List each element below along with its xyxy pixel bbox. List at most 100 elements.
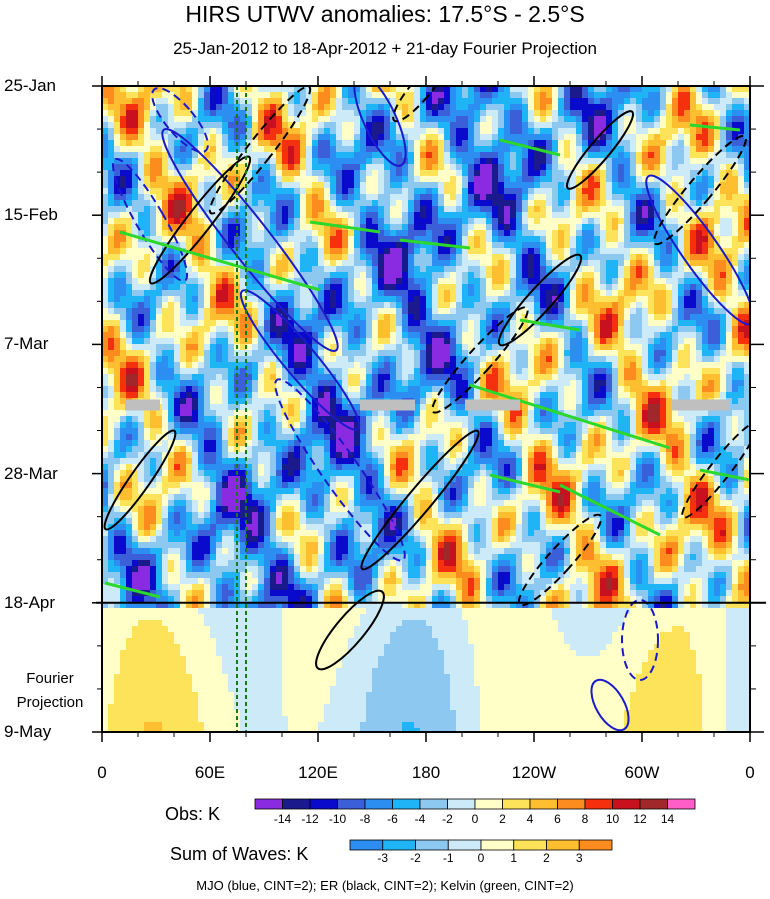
heatmap-cell xyxy=(282,236,289,243)
heatmap-cell xyxy=(120,344,127,351)
heatmap-cell xyxy=(114,140,121,147)
heatmap-cell xyxy=(390,290,397,297)
heatmap-cell xyxy=(510,146,517,153)
heatmap-cell xyxy=(516,266,523,273)
heatmap-cell xyxy=(342,308,349,315)
heatmap-cell xyxy=(222,98,229,105)
heatmap-cell xyxy=(384,314,391,321)
heatmap-cell xyxy=(348,290,355,297)
heatmap-cell xyxy=(408,230,415,237)
heatmap-cell xyxy=(714,104,721,111)
heatmap-cell xyxy=(576,320,583,327)
heatmap-cell xyxy=(480,182,487,189)
heatmap-cell xyxy=(528,98,535,105)
heatmap-cell xyxy=(348,344,355,351)
heatmap-cell xyxy=(564,116,571,123)
heatmap-cell xyxy=(444,206,451,213)
heatmap-cell xyxy=(582,116,589,123)
heatmap-cell xyxy=(486,248,493,255)
heatmap-cell xyxy=(486,344,493,351)
heatmap-cell xyxy=(300,350,307,357)
heatmap-cell xyxy=(378,218,385,225)
heatmap-cell xyxy=(684,296,691,303)
heatmap-cell xyxy=(690,152,697,159)
heatmap-cell xyxy=(642,278,649,285)
heatmap-cell xyxy=(582,266,589,273)
heatmap-cell xyxy=(672,224,679,231)
heatmap-cell xyxy=(156,92,163,99)
heatmap-cell xyxy=(390,266,397,273)
heatmap-cell xyxy=(630,338,637,345)
heatmap-cell xyxy=(366,152,373,159)
heatmap-cell xyxy=(678,326,685,333)
heatmap-cell xyxy=(342,278,349,285)
heatmap-cell xyxy=(378,356,385,363)
heatmap-cell xyxy=(474,200,481,207)
heatmap-cell xyxy=(648,248,655,255)
heatmap-cell xyxy=(252,338,259,345)
heatmap-cell xyxy=(228,146,235,153)
heatmap-cell xyxy=(696,194,703,201)
heatmap-cell xyxy=(372,92,379,99)
heatmap-cell xyxy=(198,296,205,303)
heatmap-cell xyxy=(708,212,715,219)
heatmap-cell xyxy=(636,272,643,279)
heatmap-cell xyxy=(426,116,433,123)
heatmap-cell xyxy=(738,266,745,273)
heatmap-cell xyxy=(168,302,175,309)
heatmap-cell xyxy=(300,242,307,249)
heatmap-cell xyxy=(726,284,733,291)
heatmap-cell xyxy=(360,242,367,249)
heatmap-cell xyxy=(354,314,361,321)
heatmap-cell xyxy=(312,128,319,135)
heatmap-cell xyxy=(144,122,151,129)
heatmap-cell xyxy=(300,344,307,351)
heatmap-cell xyxy=(336,152,343,159)
heatmap-cell xyxy=(162,362,169,369)
heatmap-cell xyxy=(300,356,307,363)
heatmap-cell xyxy=(216,344,223,351)
heatmap-cell xyxy=(552,224,559,231)
heatmap-cell xyxy=(114,284,121,291)
heatmap-cell xyxy=(300,320,307,327)
heatmap-cell xyxy=(702,206,709,213)
heatmap-cell xyxy=(204,248,211,255)
heatmap-cell xyxy=(150,140,157,147)
heatmap-cell xyxy=(114,92,121,99)
heatmap-cell xyxy=(474,152,481,159)
heatmap-cell xyxy=(306,176,313,183)
heatmap-cell xyxy=(714,314,721,321)
heatmap-cell xyxy=(276,230,283,237)
heatmap-cell xyxy=(168,350,175,357)
heatmap-cell xyxy=(360,212,367,219)
heatmap-cell xyxy=(510,110,517,117)
heatmap-cell xyxy=(660,272,667,279)
heatmap-cell xyxy=(216,122,223,129)
heatmap-cell xyxy=(114,230,121,237)
heatmap-cell xyxy=(714,110,721,117)
heatmap-cell xyxy=(654,110,661,117)
heatmap-cell xyxy=(654,284,661,291)
heatmap-cell xyxy=(414,278,421,285)
heatmap-cell xyxy=(384,176,391,183)
heatmap-cell xyxy=(690,326,697,333)
heatmap-cell xyxy=(150,104,157,111)
heatmap-cell xyxy=(510,350,517,357)
heatmap-cell xyxy=(690,146,697,153)
heatmap-cell xyxy=(486,188,493,195)
heatmap-cell xyxy=(324,122,331,129)
heatmap-cell xyxy=(510,356,517,363)
heatmap-cell xyxy=(504,194,511,201)
heatmap-cell xyxy=(270,242,277,249)
heatmap-cell xyxy=(672,164,679,171)
heatmap-cell xyxy=(600,236,607,243)
heatmap-cell xyxy=(300,92,307,99)
heatmap-cell xyxy=(468,224,475,231)
heatmap-cell xyxy=(594,290,601,297)
heatmap-cell xyxy=(432,326,439,333)
heatmap-cell xyxy=(354,284,361,291)
heatmap-cell xyxy=(324,248,331,255)
heatmap-cell xyxy=(708,134,715,141)
heatmap-cell xyxy=(306,266,313,273)
heatmap-cell xyxy=(378,320,385,327)
